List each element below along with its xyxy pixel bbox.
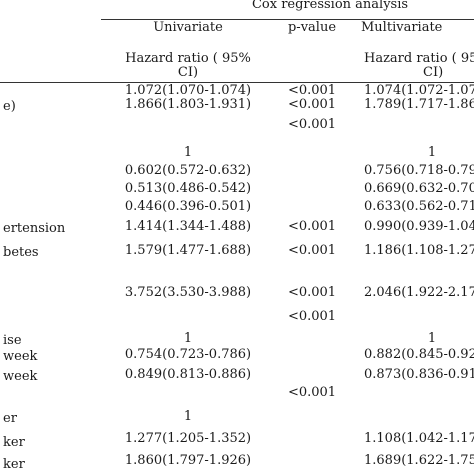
univariate-hr-cell: 1 [183, 409, 193, 424]
univariate-header: Univariate [153, 20, 223, 35]
row-label: week [3, 349, 38, 364]
multivariate-hr-cell: 1.689(1.622-1.759) [364, 453, 474, 468]
multivariate-hr-cell: 1.789(1.717-1.864) [364, 97, 474, 112]
table-group-title: Cox regression analysis [251, 0, 409, 12]
multivariate-hr-cell: 1.074(1.072-1.076) [364, 83, 474, 98]
row-label: ertension [3, 221, 66, 236]
univariate-hr-cell: 1.277(1.205-1.352) [124, 431, 252, 446]
multivariate-hr-cell: 0.990(0.939-1.043) [364, 219, 474, 234]
p-value-cell: <0.001 [287, 83, 337, 98]
univariate-hr-cell: 1.866(1.803-1.931) [124, 97, 252, 112]
univariate-hr-cell: 0.754(0.723-0.786) [124, 347, 252, 362]
header-rule [101, 19, 474, 20]
p-value-cell: <0.001 [287, 243, 337, 258]
multivariate-hr-cell: 0.882(0.845-0.921) [364, 347, 474, 362]
univariate-hr-cell: 1.860(1.797-1.926) [124, 453, 252, 468]
multivariate-header: Multivariate [361, 20, 443, 35]
multivariate-hr-cell: 0.633(0.562-0.713) [364, 199, 474, 214]
p-value-cell: <0.001 [287, 285, 337, 300]
multivariate-hr-cell: 0.756(0.718-0.796) [364, 163, 474, 178]
univariate-hr-cell: 0.602(0.572-0.632) [124, 163, 252, 178]
multivariate-hr-cell: 1.186(1.108-1.270) [364, 243, 474, 258]
body-rule [0, 82, 474, 83]
p-value-cell: <0.001 [287, 117, 337, 132]
multivariate-hr-cell: 1.108(1.042-1.178) [364, 431, 474, 446]
hr-header-line1: Hazard ratio ( 95% [125, 51, 251, 66]
hr-header-multi-line1: Hazard ratio ( 95% [364, 51, 474, 66]
row-label: ker [3, 457, 25, 472]
p-value-header: p-value [287, 20, 337, 35]
univariate-hr-cell: 3.752(3.530-3.988) [124, 285, 252, 300]
hr-header-line2: CI) [177, 65, 199, 80]
univariate-hr-cell: 0.513(0.486-0.542) [124, 181, 252, 196]
univariate-hr-cell: 1.072(1.070-1.074) [124, 83, 252, 98]
univariate-hr-cell: 1.414(1.344-1.488) [124, 219, 252, 234]
univariate-hr-cell: 1.579(1.477-1.688) [124, 243, 252, 258]
multivariate-hr-cell: 1 [427, 331, 437, 346]
multivariate-hr-cell: 0.669(0.632-0.708) [364, 181, 474, 196]
p-value-cell: <0.001 [287, 97, 337, 112]
row-label: er [3, 411, 17, 426]
multivariate-hr-cell: 1 [427, 145, 437, 160]
p-value-cell: <0.001 [287, 309, 337, 324]
row-label: week [3, 369, 38, 384]
p-value-cell: <0.001 [287, 219, 337, 234]
univariate-hr-cell: 1 [183, 331, 193, 346]
univariate-hr-cell: 0.446(0.396-0.501) [124, 199, 252, 214]
row-label: ise [3, 333, 22, 348]
row-label: ker [3, 435, 25, 450]
row-label: e) [3, 99, 16, 114]
univariate-hr-cell: 0.849(0.813-0.886) [124, 367, 252, 382]
univariate-hr-cell: 1 [183, 145, 193, 160]
multivariate-hr-cell: 2.046(1.922-2.178) [364, 285, 474, 300]
p-value-cell: <0.001 [287, 385, 337, 400]
row-label: betes [3, 245, 39, 260]
hr-header-multi-line2: CI) [423, 65, 444, 80]
multivariate-hr-cell: 0.873(0.836-0.912) [364, 367, 474, 382]
